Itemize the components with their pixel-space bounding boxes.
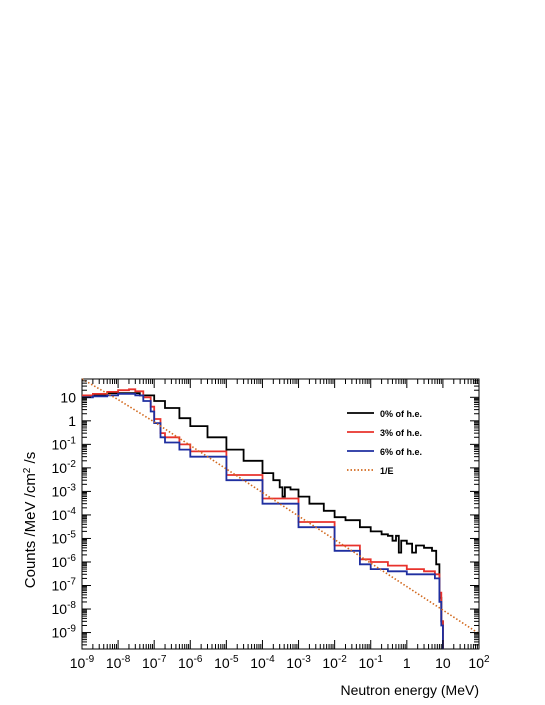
x-tick-label: 102 (468, 654, 490, 671)
legend-label-1: 0% of h.e. (380, 409, 422, 419)
legend-label-2: 3% of h.e. (380, 428, 422, 438)
x-tick-label: 10-5 (214, 654, 239, 671)
y-axis: 10 1 10-1 10-2 10-3 10-4 10-5 10-6 10-7 10-8 10-9 (52, 380, 479, 646)
x-tick-label: 10-7 (142, 654, 167, 671)
y-tick-label: 10 (60, 389, 76, 405)
y-tick-label: 10-3 (52, 482, 77, 499)
y-tick-label: 1 (68, 413, 76, 429)
x-tick-label: 10-2 (322, 654, 347, 671)
x-tick-label: 10 (435, 655, 451, 671)
y-tick-label: 10-4 (52, 506, 77, 523)
y-tick-label: 10-7 (52, 577, 77, 594)
y-axis-label-tail: /s (22, 452, 39, 468)
x-tick-label: 10-6 (178, 654, 203, 671)
x-tick-label: 10-4 (250, 654, 275, 671)
x-tick-label: 10-1 (358, 654, 383, 671)
y-axis-label-main: Counts /MeV /cm (22, 473, 39, 588)
plot-frame (81, 378, 480, 650)
series-line-1 (82, 392, 444, 649)
y-tick-label: 10-5 (52, 529, 77, 546)
y-tick-label: 10-8 (52, 600, 77, 617)
x-axis: 10-9 10-8 10-7 10-6 10-5 10-4 10-3 10-2 10-1 1 10 1… (70, 379, 490, 671)
y-axis-label: Counts /MeV /cm2 /s (22, 452, 40, 588)
series-line-2 (82, 388, 444, 649)
legend: 0% of h.e. 3% of h.e. 6% of h.e. 1/E (347, 409, 422, 476)
series-layer (81, 378, 480, 649)
y-tick-label: 10-6 (52, 553, 77, 570)
x-axis-label: Neutron energy (MeV) (340, 682, 479, 698)
y-tick-label: 10-9 (52, 624, 77, 641)
y-tick-label: 10-2 (52, 459, 77, 476)
series-line-4 (81, 378, 480, 635)
x-tick-label: 10-9 (70, 654, 95, 671)
x-tick-label: 10-3 (286, 654, 311, 671)
x-tick-label: 10-8 (106, 654, 131, 671)
legend-label-4: 1/E (380, 466, 394, 476)
y-axis-label-sup: 2 (22, 467, 33, 473)
legend-label-3: 6% of h.e. (380, 447, 422, 457)
series-line-3 (82, 393, 444, 649)
y-tick-label: 10-1 (52, 435, 77, 452)
x-tick-label: 1 (403, 655, 411, 671)
